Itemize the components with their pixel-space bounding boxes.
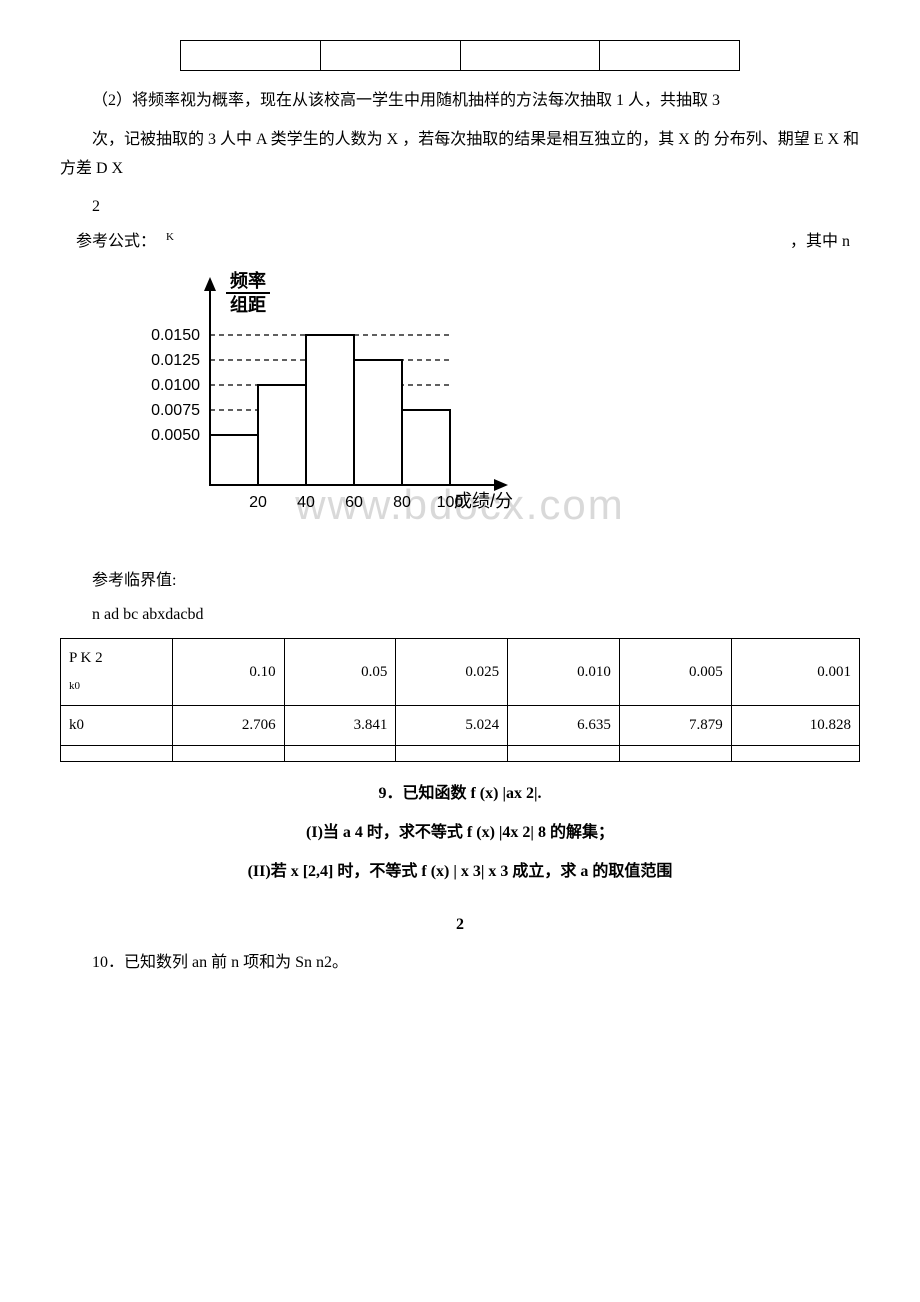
crit-empty-cell (172, 746, 284, 762)
question-10: 10．已知数列 an 前 n 项和为 Sn n2。 (60, 949, 860, 978)
svg-text:成绩/分: 成绩/分 (454, 491, 513, 511)
question-9-title: 9．已知函数 f (x) |ax 2|. (60, 780, 860, 809)
crit-empty-cell (61, 746, 173, 762)
crit-cell: 7.879 (619, 706, 731, 746)
svg-text:0.0075: 0.0075 (151, 402, 200, 419)
svg-text:0.0125: 0.0125 (151, 352, 200, 369)
n-text: n ad bc abxdacbd (60, 601, 860, 630)
empty-table-top (180, 40, 740, 71)
svg-text:0.0050: 0.0050 (151, 427, 200, 444)
crit-cell: 0.025 (396, 639, 508, 706)
histogram-chart: 0.0150 0.0125 0.0100 0.0075 0.0050 频率组距 20 40 60… (120, 265, 860, 525)
crit-empty-cell (619, 746, 731, 762)
critical-value-table: P K 2k00.100.050.0250.0100.0050.001 k02.7… (60, 638, 860, 762)
question-9-part2: (II)若 x [2,4] 时，不等式 f (x) | x 3| x 3 成立，… (60, 858, 860, 887)
crit-empty-cell (396, 746, 508, 762)
svg-text:0.0100: 0.0100 (151, 377, 200, 394)
svg-text:0.0150: 0.0150 (151, 327, 200, 344)
crit-cell: 10.828 (731, 706, 859, 746)
svg-text:80: 80 (393, 494, 411, 511)
crit-row-label: k0 (61, 706, 173, 746)
svg-text:40: 40 (297, 494, 315, 511)
svg-text:20: 20 (249, 494, 267, 511)
crit-empty-cell (731, 746, 859, 762)
svg-text:组距: 组距 (230, 294, 266, 315)
crit-empty-cell (508, 746, 620, 762)
formula-line: 参考公式： K ，其中 n (60, 228, 860, 257)
crit-row-label: P K 2k0 (61, 639, 173, 706)
crit-cell: 6.635 (508, 706, 620, 746)
svg-text:60: 60 (345, 494, 363, 511)
ref-critical-label: 参考临界值: (60, 567, 860, 596)
crit-cell: 0.001 (731, 639, 859, 706)
paragraph-2: 次，记被抽取的 3 人中 A 类学生的人数为 X ，若每次抽取的结果是相互独立的… (60, 126, 860, 184)
question-9-part1: (I)当 a 4 时，求不等式 f (x) |4x 2| 8 的解集； (60, 819, 860, 848)
formula-k: K (156, 228, 174, 257)
paragraph-3: 2 (60, 193, 860, 222)
crit-cell: 2.706 (172, 706, 284, 746)
formula-right: ，其中 n (790, 228, 860, 257)
number-two: 2 (60, 911, 860, 940)
crit-cell: 0.10 (172, 639, 284, 706)
crit-cell: 3.841 (284, 706, 396, 746)
crit-cell: 0.05 (284, 639, 396, 706)
crit-cell: 0.005 (619, 639, 731, 706)
histogram-svg: 0.0150 0.0125 0.0100 0.0075 0.0050 频率组距 20 40 60… (120, 265, 550, 525)
crit-cell: 0.010 (508, 639, 620, 706)
paragraph-1: （2）将频率视为概率，现在从该校高一学生中用随机抽样的方法每次抽取 1 人，共抽… (60, 87, 860, 116)
crit-empty-cell (284, 746, 396, 762)
svg-text:频率: 频率 (230, 270, 266, 291)
crit-cell: 5.024 (396, 706, 508, 746)
formula-left: 参考公式： (76, 228, 156, 257)
